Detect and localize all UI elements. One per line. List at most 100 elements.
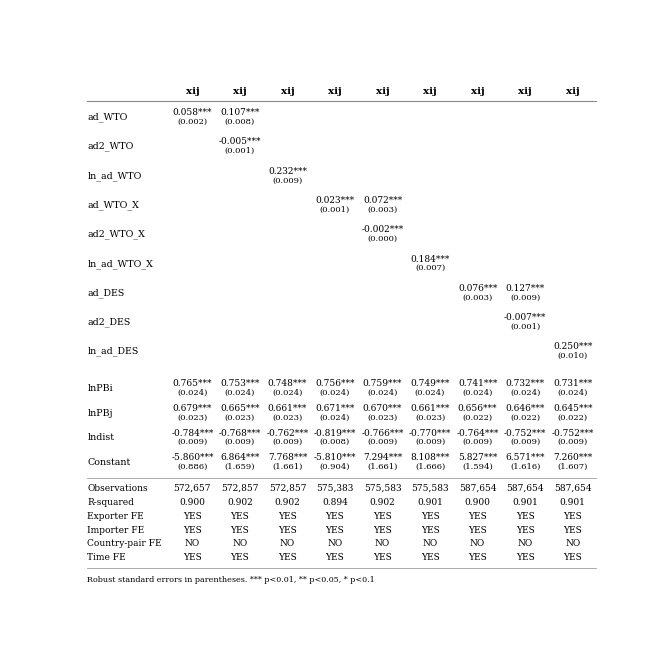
Text: YES: YES [516, 553, 534, 562]
Text: YES: YES [468, 525, 487, 535]
Text: YES: YES [516, 525, 534, 535]
Text: 0.901: 0.901 [512, 498, 538, 507]
Text: lndist: lndist [87, 433, 114, 442]
Text: (1.661): (1.661) [368, 463, 398, 471]
Text: -0.752***: -0.752*** [504, 429, 546, 438]
Text: (0.023): (0.023) [368, 413, 398, 421]
Text: 0.759***: 0.759*** [363, 379, 402, 389]
Text: (0.023): (0.023) [272, 413, 303, 421]
Text: YES: YES [468, 553, 487, 562]
Text: (0.001): (0.001) [320, 206, 350, 214]
Text: -0.784***: -0.784*** [171, 429, 213, 438]
Text: (0.009): (0.009) [510, 438, 540, 446]
Text: YES: YES [468, 512, 487, 521]
Text: (0.003): (0.003) [462, 293, 493, 302]
Text: (0.009): (0.009) [368, 438, 398, 446]
Text: (0.024): (0.024) [415, 389, 446, 397]
Text: -5.810***: -5.810*** [313, 453, 356, 462]
Text: 0.127***: 0.127*** [506, 284, 545, 293]
Text: YES: YES [516, 512, 534, 521]
Text: 587,654: 587,654 [554, 484, 592, 493]
Text: 575,583: 575,583 [364, 484, 402, 493]
Text: (0.002): (0.002) [177, 118, 207, 126]
Text: (1.659): (1.659) [225, 463, 255, 471]
Text: (0.024): (0.024) [272, 389, 303, 397]
Text: -0.007***: -0.007*** [504, 313, 546, 322]
Text: (0.009): (0.009) [225, 438, 255, 446]
Text: 0.901: 0.901 [560, 498, 586, 507]
Text: (0.023): (0.023) [415, 413, 445, 421]
Text: (1.607): (1.607) [558, 463, 588, 471]
Text: lnPBj: lnPBj [87, 409, 113, 417]
Text: (0.023): (0.023) [225, 413, 255, 421]
Text: 0.894: 0.894 [322, 498, 348, 507]
Text: 0.732***: 0.732*** [506, 379, 545, 389]
Text: 572,657: 572,657 [173, 484, 211, 493]
Text: 6.864***: 6.864*** [220, 453, 259, 462]
Text: (0.009): (0.009) [272, 176, 303, 184]
Text: YES: YES [278, 553, 297, 562]
Text: 0.679***: 0.679*** [173, 404, 212, 413]
Text: (0.024): (0.024) [319, 389, 350, 397]
Text: ad_DES: ad_DES [87, 288, 125, 297]
Text: xij: xij [233, 88, 247, 96]
Text: YES: YES [564, 525, 582, 535]
Text: (0.009): (0.009) [558, 438, 588, 446]
Text: YES: YES [183, 512, 201, 521]
Text: 0.665***: 0.665*** [220, 404, 259, 413]
Text: (0.886): (0.886) [177, 463, 207, 471]
Text: (0.023): (0.023) [177, 413, 207, 421]
Text: xij: xij [423, 88, 437, 96]
Text: 6.571***: 6.571*** [506, 453, 545, 462]
Text: 7.768***: 7.768*** [267, 453, 307, 462]
Text: YES: YES [183, 553, 201, 562]
Text: YES: YES [373, 512, 392, 521]
Text: Importer FE: Importer FE [87, 525, 145, 535]
Text: NO: NO [280, 539, 295, 549]
Text: (0.009): (0.009) [415, 438, 445, 446]
Text: 0.656***: 0.656*** [458, 404, 498, 413]
Text: (1.666): (1.666) [415, 463, 445, 471]
Text: (0.001): (0.001) [510, 323, 540, 331]
Text: (0.022): (0.022) [462, 413, 493, 421]
Text: xij: xij [566, 88, 580, 96]
Text: -0.768***: -0.768*** [219, 429, 261, 438]
Text: NO: NO [185, 539, 200, 549]
Text: (0.009): (0.009) [510, 293, 540, 302]
Text: ln_ad_DES: ln_ad_DES [87, 346, 139, 356]
Text: 7.260***: 7.260*** [553, 453, 592, 462]
Text: (0.024): (0.024) [319, 413, 350, 421]
Text: YES: YES [278, 525, 297, 535]
Text: ln_ad_WTO_X: ln_ad_WTO_X [87, 259, 153, 269]
Text: 0.076***: 0.076*** [458, 284, 498, 293]
Text: ln_ad_WTO: ln_ad_WTO [87, 171, 141, 181]
Text: ad2_DES: ad2_DES [87, 318, 131, 327]
Text: -0.005***: -0.005*** [219, 137, 261, 147]
Text: xij: xij [518, 88, 532, 96]
Text: 0.232***: 0.232*** [268, 167, 307, 176]
Text: 0.748***: 0.748*** [267, 379, 307, 389]
Text: 0.756***: 0.756*** [315, 379, 355, 389]
Text: (0.024): (0.024) [510, 389, 540, 397]
Text: R-squared: R-squared [87, 498, 134, 507]
Text: (0.009): (0.009) [462, 438, 493, 446]
Text: 0.900: 0.900 [465, 498, 490, 507]
Text: NO: NO [470, 539, 485, 549]
Text: (0.024): (0.024) [177, 389, 207, 397]
Text: Country-pair FE: Country-pair FE [87, 539, 162, 549]
Text: 0.184***: 0.184*** [410, 255, 450, 263]
Text: YES: YES [183, 525, 201, 535]
Text: -0.002***: -0.002*** [362, 225, 404, 234]
Text: 587,654: 587,654 [459, 484, 496, 493]
Text: (0.007): (0.007) [415, 264, 445, 272]
Text: 572,857: 572,857 [269, 484, 306, 493]
Text: YES: YES [278, 512, 297, 521]
Text: (0.008): (0.008) [225, 118, 255, 126]
Text: -0.752***: -0.752*** [552, 429, 594, 438]
Text: -0.764***: -0.764*** [456, 429, 499, 438]
Text: (0.010): (0.010) [558, 352, 588, 360]
Text: (0.024): (0.024) [368, 389, 398, 397]
Text: 0.107***: 0.107*** [220, 109, 259, 117]
Text: -0.770***: -0.770*** [409, 429, 452, 438]
Text: NO: NO [518, 539, 533, 549]
